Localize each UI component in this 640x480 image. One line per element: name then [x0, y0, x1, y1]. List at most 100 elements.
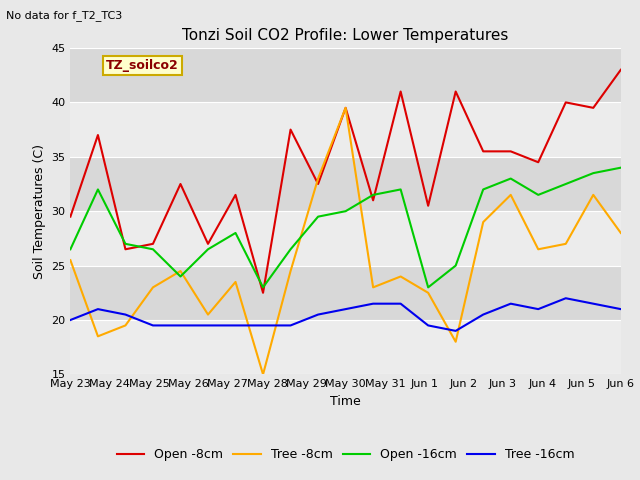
Open -16cm	[122, 241, 129, 247]
Open -16cm	[342, 208, 349, 214]
Tree -16cm	[232, 323, 239, 328]
Text: TZ_soilco2: TZ_soilco2	[106, 59, 179, 72]
Line: Open -16cm: Open -16cm	[70, 168, 621, 288]
Tree -8cm	[534, 246, 542, 252]
Tree -8cm	[424, 290, 432, 296]
Open -16cm	[452, 263, 460, 268]
Tree -8cm	[342, 105, 349, 111]
Open -16cm	[204, 246, 212, 252]
Open -8cm	[94, 132, 102, 138]
Open -8cm	[479, 148, 487, 154]
Bar	[70, 157, 621, 211]
Open -16cm	[314, 214, 322, 219]
Tree -16cm	[287, 323, 294, 328]
Open -8cm	[452, 89, 460, 95]
X-axis label: Time: Time	[330, 395, 361, 408]
Legend: Open -8cm, Tree -8cm, Open -16cm, Tree -16cm: Open -8cm, Tree -8cm, Open -16cm, Tree -…	[112, 443, 579, 466]
Open -8cm	[259, 290, 267, 296]
Line: Tree -8cm: Tree -8cm	[70, 108, 621, 374]
Open -16cm	[534, 192, 542, 198]
Tree -8cm	[397, 274, 404, 279]
Tree -8cm	[177, 268, 184, 274]
Tree -8cm	[259, 372, 267, 377]
Tree -16cm	[369, 301, 377, 307]
Open -16cm	[149, 246, 157, 252]
Open -8cm	[589, 105, 597, 111]
Open -8cm	[369, 197, 377, 203]
Tree -16cm	[617, 306, 625, 312]
Open -8cm	[534, 159, 542, 165]
Tree -8cm	[94, 334, 102, 339]
Tree -16cm	[314, 312, 322, 317]
Tree -16cm	[342, 306, 349, 312]
Open -8cm	[314, 181, 322, 187]
Open -16cm	[67, 246, 74, 252]
Open -16cm	[562, 181, 570, 187]
Tree -16cm	[149, 323, 157, 328]
Open -8cm	[204, 241, 212, 247]
Tree -16cm	[177, 323, 184, 328]
Text: No data for f_T2_TC3: No data for f_T2_TC3	[6, 10, 123, 21]
Open -16cm	[424, 285, 432, 290]
Tree -16cm	[259, 323, 267, 328]
Tree -16cm	[534, 306, 542, 312]
Open -16cm	[369, 192, 377, 198]
Tree -16cm	[589, 301, 597, 307]
Open -8cm	[562, 99, 570, 105]
Tree -16cm	[67, 317, 74, 323]
Tree -8cm	[589, 192, 597, 198]
Tree -8cm	[149, 285, 157, 290]
Tree -8cm	[287, 268, 294, 274]
Open -8cm	[232, 192, 239, 198]
Open -16cm	[177, 274, 184, 279]
Open -8cm	[507, 148, 515, 154]
Tree -16cm	[122, 312, 129, 317]
Tree -8cm	[617, 230, 625, 236]
Open -16cm	[397, 187, 404, 192]
Open -8cm	[424, 203, 432, 209]
Tree -8cm	[452, 339, 460, 345]
Open -8cm	[177, 181, 184, 187]
Open -8cm	[397, 89, 404, 95]
Line: Tree -16cm: Tree -16cm	[70, 298, 621, 331]
Open -8cm	[67, 214, 74, 219]
Open -16cm	[232, 230, 239, 236]
Open -16cm	[94, 187, 102, 192]
Tree -8cm	[204, 312, 212, 317]
Open -8cm	[122, 246, 129, 252]
Tree -8cm	[507, 192, 515, 198]
Bar	[70, 211, 621, 265]
Y-axis label: Soil Temperatures (C): Soil Temperatures (C)	[33, 144, 46, 279]
Bar	[70, 48, 621, 102]
Tree -8cm	[122, 323, 129, 328]
Open -16cm	[479, 187, 487, 192]
Tree -16cm	[397, 301, 404, 307]
Tree -16cm	[562, 295, 570, 301]
Bar	[70, 320, 621, 374]
Title: Tonzi Soil CO2 Profile: Lower Temperatures: Tonzi Soil CO2 Profile: Lower Temperatur…	[182, 28, 509, 43]
Bar	[70, 102, 621, 157]
Tree -8cm	[479, 219, 487, 225]
Open -16cm	[259, 285, 267, 290]
Tree -8cm	[562, 241, 570, 247]
Open -8cm	[287, 127, 294, 132]
Open -8cm	[149, 241, 157, 247]
Tree -8cm	[67, 257, 74, 263]
Open -8cm	[342, 105, 349, 111]
Tree -8cm	[369, 285, 377, 290]
Tree -8cm	[232, 279, 239, 285]
Line: Open -8cm: Open -8cm	[70, 70, 621, 293]
Tree -16cm	[94, 306, 102, 312]
Tree -8cm	[314, 176, 322, 181]
Tree -16cm	[424, 323, 432, 328]
Open -8cm	[617, 67, 625, 72]
Open -16cm	[507, 176, 515, 181]
Tree -16cm	[507, 301, 515, 307]
Tree -16cm	[479, 312, 487, 317]
Open -16cm	[287, 246, 294, 252]
Tree -16cm	[452, 328, 460, 334]
Open -16cm	[617, 165, 625, 170]
Open -16cm	[589, 170, 597, 176]
Tree -16cm	[204, 323, 212, 328]
Bar	[70, 265, 621, 320]
